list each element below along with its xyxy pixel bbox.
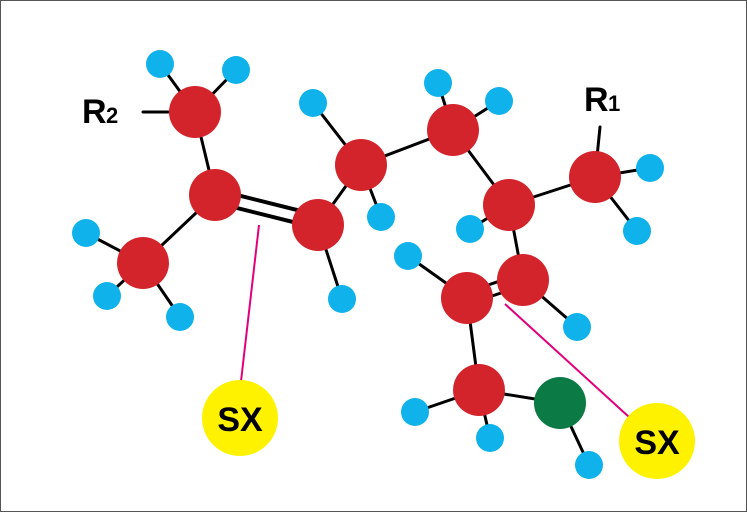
sx-connectors: [239, 224, 653, 439]
carbon-atom: [427, 104, 479, 156]
hydrogen-atom: [328, 285, 356, 313]
r2-subscript: 2: [106, 103, 118, 128]
sx-label: SX: [634, 424, 680, 462]
heteroatom: [534, 377, 586, 429]
sx-marker-left: SX: [202, 380, 278, 456]
carbons: [117, 86, 621, 416]
sx-connector-left: [239, 224, 260, 391]
carbon-atom: [117, 237, 169, 289]
hydrogen-atom: [575, 451, 603, 479]
carbon-atom: [335, 139, 387, 191]
hydrogen-atom: [623, 217, 651, 245]
r1-label: R 1: [584, 81, 620, 119]
sx-label: SX: [217, 401, 263, 439]
carbon-atom: [483, 179, 535, 231]
hydrogen-atom: [636, 154, 664, 182]
hydrogen-atom: [222, 56, 250, 84]
carbon-atom: [569, 151, 621, 203]
carbon-atom: [453, 364, 505, 416]
r1-letter: R: [584, 81, 609, 119]
hydrogen-atom: [367, 203, 395, 231]
hydrogen-atom: [456, 215, 484, 243]
sx-connector-right: [504, 303, 653, 439]
hydrogen-atom: [72, 219, 100, 247]
hydrogen-atom: [485, 87, 513, 115]
hydrogen-atom: [299, 89, 327, 117]
sx-marker-right: SX: [619, 403, 695, 479]
hydrogen-atom: [394, 242, 422, 270]
carbon-atom: [497, 254, 549, 306]
hydrogen-atom: [166, 303, 194, 331]
r2-letter: R: [82, 93, 107, 131]
hydrogen-atom: [563, 313, 591, 341]
r1-subscript: 1: [608, 91, 620, 116]
hydrogen-atom: [401, 398, 429, 426]
sx-circle: [202, 380, 278, 456]
carbon-atom: [292, 199, 344, 251]
r2-label: R 2: [82, 93, 118, 131]
hydrogen-atom: [424, 69, 452, 97]
carbon-atom: [189, 169, 241, 221]
hydrogen-atom: [146, 50, 174, 78]
hydrogen-atom: [476, 424, 504, 452]
hydrogen-atom: [93, 282, 121, 310]
sx-circle: [619, 403, 695, 479]
hydrogens: [72, 50, 664, 479]
carbon-atom: [169, 86, 221, 138]
carbon-atom: [441, 272, 493, 324]
